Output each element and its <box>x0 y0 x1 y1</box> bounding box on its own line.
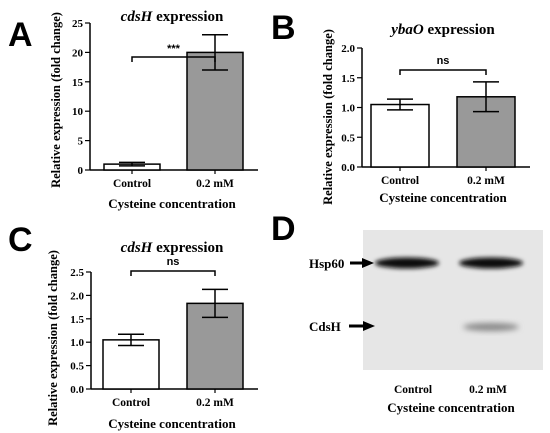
x-category-label: Control <box>381 175 419 187</box>
y-tick-label: 1.5 <box>70 314 84 326</box>
panel-letter-b: B <box>271 9 296 47</box>
y-tick-label: 2.0 <box>70 290 84 302</box>
bar-control <box>102 339 160 390</box>
y-tick-label: 2.5 <box>70 267 84 279</box>
y-tick-label: 0.5 <box>341 132 355 144</box>
chart-b-title: ybaO expression <box>389 22 495 38</box>
gel-band-hsp60-treated <box>459 257 523 269</box>
y-tick-label: 0.5 <box>70 361 84 373</box>
chart-a-title: cdsH expression <box>121 9 224 25</box>
significance-bracket <box>130 270 216 276</box>
chart-c-x-label: Cysteine concentration <box>108 416 236 431</box>
gel-image <box>363 230 543 370</box>
chart-a-x-label: Cysteine concentration <box>108 196 236 211</box>
bar-control <box>370 103 430 168</box>
gel-band-hsp60-control <box>375 257 439 269</box>
significance-label: *** <box>167 43 181 55</box>
x-category-label: Control <box>113 178 151 190</box>
y-tick-label: 20 <box>72 47 84 59</box>
chart-c-y-label: Relative expression (fold change) <box>46 250 60 426</box>
x-category-label: 0.2 mM <box>196 178 234 190</box>
chart-b-x-label: Cysteine concentration <box>379 190 507 205</box>
chart-a-y-label: Relative expression (fold change) <box>49 12 63 188</box>
panel-d: D Hsp60 CdsH Control 0.2 mM Cysteine con… <box>271 210 543 415</box>
y-tick-label: 1.0 <box>341 103 355 115</box>
panel-letter-c: C <box>8 221 33 259</box>
x-category-label: 0.2 mM <box>196 397 234 409</box>
significance-label: ns <box>437 55 450 67</box>
arrow-right-icon <box>349 321 375 331</box>
significance-label: ns <box>167 256 180 268</box>
y-tick-label: 5 <box>78 136 84 148</box>
y-tick-label: 2.0 <box>341 43 355 55</box>
y-tick-label: 1.0 <box>70 337 84 349</box>
panel-letter-d: D <box>271 210 296 248</box>
gel-band-cdsh-treated <box>463 323 519 331</box>
significance-bracket <box>131 56 216 62</box>
chart-a-plot: 0 5 10 15 20 25 Control 0.2 mM *** <box>72 18 258 190</box>
y-tick-label: 25 <box>72 18 84 30</box>
panel-c: C cdsH expression Relative expression (f… <box>8 221 258 431</box>
y-tick-label: 10 <box>72 106 84 118</box>
arrow-right-icon <box>350 258 374 268</box>
panel-b: B ybaO expression Relative expression (f… <box>271 9 530 205</box>
y-tick-label: 0.0 <box>70 384 84 396</box>
panel-letter-a: A <box>8 16 33 54</box>
y-tick-label: 15 <box>72 77 84 89</box>
gel-lane-label-control: Control <box>394 384 432 396</box>
chart-c-title: cdsH expression <box>121 240 224 256</box>
y-tick-label: 0.0 <box>341 162 355 174</box>
significance-bracket <box>399 69 487 75</box>
band-label-cdsh: CdsH <box>309 319 341 334</box>
y-tick-label: 0 <box>78 165 84 177</box>
y-tick-label: 1.5 <box>341 73 355 85</box>
gel-lane-label-treated: 0.2 mM <box>469 384 507 396</box>
x-category-label: Control <box>112 397 150 409</box>
chart-b-plot: 0.0 0.5 1.0 1.5 2.0 Control 0.2 mM ns <box>341 43 530 187</box>
gel-x-label: Cysteine concentration <box>387 400 515 415</box>
panel-a: A cdsH expression Relative expression (f… <box>8 9 258 211</box>
x-category-label: 0.2 mM <box>467 175 505 187</box>
chart-b-y-label: Relative expression (fold change) <box>321 29 335 205</box>
chart-c-plot: 0.0 0.5 1.0 1.5 2.0 2.5 Control 0.2 mM ns <box>70 256 258 409</box>
band-label-hsp60: Hsp60 <box>309 256 344 271</box>
